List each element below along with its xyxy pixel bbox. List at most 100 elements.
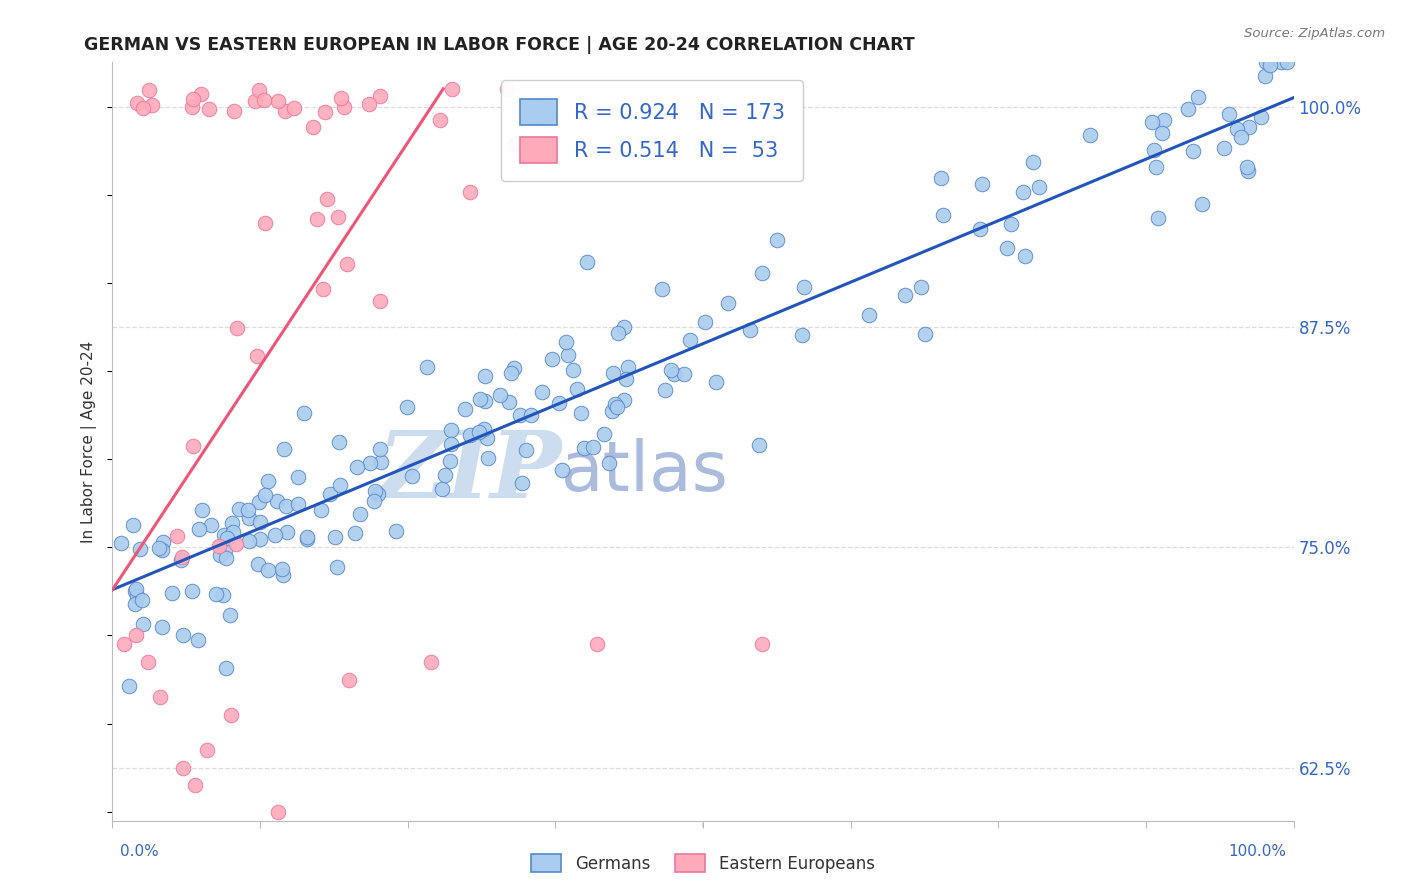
Point [218, 607, 240, 622]
Point [1275, 55, 1298, 70]
Point [664, 368, 686, 382]
Point [253, 93, 276, 107]
Point [606, 400, 628, 414]
Point [600, 404, 623, 418]
Point [236, 503, 259, 517]
Point [266, 493, 288, 508]
Point [1225, 122, 1247, 136]
Point [368, 88, 391, 103]
Point [1250, 110, 1272, 124]
Point [1191, 197, 1213, 211]
Point [654, 383, 676, 397]
Point [384, 524, 406, 538]
Text: 0.0%: 0.0% [120, 845, 159, 859]
Point [219, 707, 242, 722]
Point [243, 94, 266, 108]
Point [326, 560, 349, 574]
Point [458, 427, 481, 442]
Point [172, 628, 194, 642]
Point [257, 563, 280, 577]
Point [228, 501, 250, 516]
Point [396, 401, 419, 415]
Point [124, 583, 146, 598]
Text: GERMAN VS EASTERN EUROPEAN IN LABOR FORCE | AGE 20-24 CORRELATION CHART: GERMAN VS EASTERN EUROPEAN IN LABOR FORC… [84, 36, 915, 54]
Point [751, 637, 773, 651]
Point [359, 456, 381, 470]
Point [495, 82, 517, 96]
Point [458, 186, 481, 200]
Point [172, 761, 194, 775]
Point [267, 94, 290, 108]
Point [326, 210, 349, 224]
Point [370, 442, 392, 457]
Point [181, 92, 204, 106]
Point [295, 530, 318, 544]
Point [122, 518, 145, 533]
Point [1028, 179, 1050, 194]
Point [717, 295, 740, 310]
Point [575, 254, 598, 268]
Point [214, 542, 236, 557]
Point [550, 463, 572, 477]
Point [1144, 161, 1167, 175]
Point [150, 620, 173, 634]
Point [271, 561, 294, 575]
Point [247, 83, 270, 97]
Point [1218, 107, 1240, 121]
Point [858, 308, 880, 322]
Point [1153, 112, 1175, 127]
Point [368, 293, 391, 308]
Point [318, 487, 340, 501]
Point [191, 503, 214, 517]
Point [1147, 211, 1170, 226]
Point [738, 323, 761, 337]
Point [1236, 161, 1258, 175]
Point [198, 102, 221, 116]
Point [472, 421, 495, 435]
Point [1270, 55, 1292, 70]
Point [274, 499, 297, 513]
Point [200, 518, 222, 533]
Point [693, 315, 716, 329]
Point [128, 541, 150, 556]
Point [274, 104, 297, 119]
Point [238, 534, 260, 549]
Point [247, 495, 270, 509]
Point [212, 528, 235, 542]
Point [136, 655, 159, 669]
Point [468, 392, 491, 406]
Point [598, 456, 620, 470]
Point [582, 440, 605, 454]
Point [510, 476, 533, 491]
Point [1237, 163, 1260, 178]
Point [221, 516, 243, 531]
Point [1140, 115, 1163, 129]
Point [420, 655, 443, 669]
Point [295, 532, 318, 546]
Point [125, 96, 148, 111]
Point [329, 478, 352, 492]
Point [110, 536, 132, 550]
Point [679, 333, 702, 347]
Point [569, 405, 592, 419]
Legend: R = 0.924   N = 173, R = 0.514   N =  53: R = 0.924 N = 173, R = 0.514 N = 53 [501, 80, 803, 181]
Point [215, 551, 238, 566]
Point [562, 363, 585, 377]
Point [704, 375, 727, 389]
Point [1012, 185, 1035, 199]
Point [307, 212, 329, 227]
Point [970, 177, 993, 191]
Point [254, 217, 277, 231]
Point [222, 525, 245, 540]
Point [346, 459, 368, 474]
Text: 100.0%: 100.0% [1229, 845, 1286, 859]
Point [323, 530, 346, 544]
Point [343, 526, 366, 541]
Point [602, 366, 624, 380]
Point [370, 455, 392, 469]
Point [477, 431, 499, 445]
Point [249, 533, 271, 547]
Point [363, 483, 385, 498]
Point [502, 361, 524, 376]
Point [1237, 120, 1260, 134]
